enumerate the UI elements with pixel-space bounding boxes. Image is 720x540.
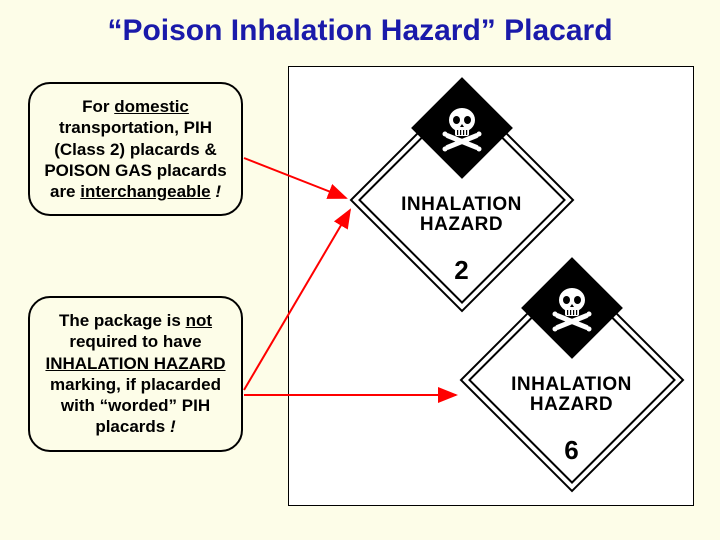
arrow-box1-to-placard2 xyxy=(0,0,720,540)
